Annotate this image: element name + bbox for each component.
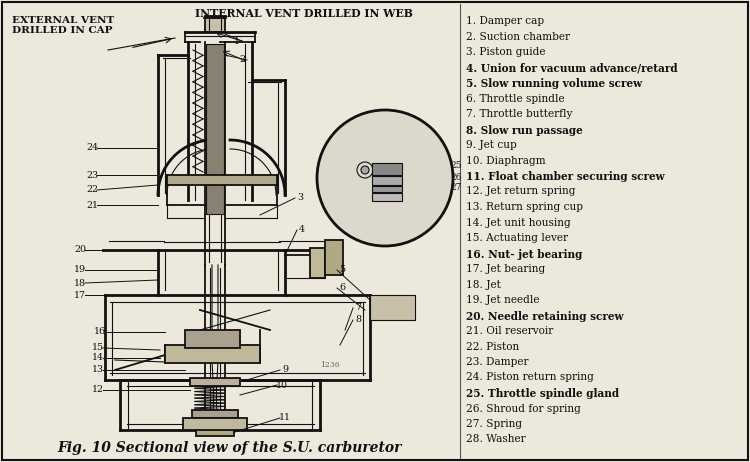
Text: 12. Jet return spring: 12. Jet return spring — [466, 187, 575, 196]
Text: 17. Jet bearing: 17. Jet bearing — [466, 264, 545, 274]
Text: 23: 23 — [86, 170, 98, 180]
FancyBboxPatch shape — [372, 163, 402, 175]
Text: 10. Diaphragm: 10. Diaphragm — [466, 156, 545, 165]
Text: 14: 14 — [92, 353, 104, 363]
FancyBboxPatch shape — [370, 295, 415, 320]
Text: 7: 7 — [355, 304, 361, 312]
Text: 22. Piston: 22. Piston — [466, 341, 519, 352]
Text: 24. Piston return spring: 24. Piston return spring — [466, 372, 594, 383]
Text: 25: 25 — [450, 160, 461, 170]
FancyBboxPatch shape — [165, 345, 260, 363]
Text: 5: 5 — [339, 266, 345, 274]
Text: 17: 17 — [74, 291, 86, 299]
FancyBboxPatch shape — [372, 193, 402, 201]
Text: 26: 26 — [450, 174, 461, 182]
Text: 8: 8 — [355, 316, 361, 324]
Text: 21: 21 — [86, 201, 98, 209]
Text: 24: 24 — [86, 144, 98, 152]
Text: 25. Throttle spindle gland: 25. Throttle spindle gland — [466, 388, 620, 399]
Text: 1. Damper cap: 1. Damper cap — [466, 16, 544, 26]
Text: 16: 16 — [94, 328, 106, 336]
Text: 19: 19 — [74, 266, 86, 274]
Text: INTERNAL VENT DRILLED IN WEB: INTERNAL VENT DRILLED IN WEB — [195, 8, 412, 19]
Text: 23. Damper: 23. Damper — [466, 357, 529, 367]
Text: 18: 18 — [74, 279, 86, 287]
Text: 5. Slow running volume screw: 5. Slow running volume screw — [466, 78, 642, 89]
FancyBboxPatch shape — [192, 410, 238, 418]
Text: 2: 2 — [239, 55, 245, 65]
Text: 14. Jet unit housing: 14. Jet unit housing — [466, 218, 571, 227]
Text: 13: 13 — [92, 365, 104, 375]
Text: 6. Throttle spindle: 6. Throttle spindle — [466, 93, 565, 103]
FancyBboxPatch shape — [310, 248, 325, 278]
Text: 15. Actuating lever: 15. Actuating lever — [466, 233, 568, 243]
Text: 21. Oil reservoir: 21. Oil reservoir — [466, 326, 554, 336]
FancyBboxPatch shape — [190, 378, 240, 386]
Text: 7. Throttle butterfly: 7. Throttle butterfly — [466, 109, 572, 119]
Text: 20: 20 — [74, 245, 86, 255]
Text: 9. Jet cup: 9. Jet cup — [466, 140, 517, 150]
FancyBboxPatch shape — [196, 426, 234, 436]
Circle shape — [361, 166, 369, 174]
Text: 19. Jet needle: 19. Jet needle — [466, 295, 539, 305]
Text: 3. Piston guide: 3. Piston guide — [466, 47, 545, 57]
Text: 4. Union for vacuum advance/retard: 4. Union for vacuum advance/retard — [466, 62, 678, 73]
FancyBboxPatch shape — [206, 44, 224, 214]
Text: 28. Washer: 28. Washer — [466, 434, 526, 444]
Text: 22: 22 — [86, 186, 98, 195]
Text: 11. Float chamber securing screw: 11. Float chamber securing screw — [466, 171, 664, 182]
Text: 1236: 1236 — [320, 361, 340, 369]
Text: 20. Needle retaining screw: 20. Needle retaining screw — [466, 310, 623, 322]
FancyBboxPatch shape — [372, 186, 402, 192]
Text: 18. Jet: 18. Jet — [466, 280, 501, 290]
Text: 11: 11 — [279, 413, 291, 423]
FancyBboxPatch shape — [183, 418, 247, 430]
FancyBboxPatch shape — [325, 240, 343, 275]
Text: 16. Nut- jet bearing: 16. Nut- jet bearing — [466, 249, 582, 260]
Text: 1: 1 — [234, 36, 240, 45]
Text: 27. Spring: 27. Spring — [466, 419, 522, 429]
Text: 10: 10 — [276, 381, 288, 389]
Text: 8. Slow run passage: 8. Slow run passage — [466, 124, 583, 135]
Text: 3: 3 — [297, 194, 303, 202]
Text: 15: 15 — [92, 344, 104, 353]
Text: 28: 28 — [374, 200, 386, 208]
Text: 26. Shroud for spring: 26. Shroud for spring — [466, 403, 580, 413]
Text: 12: 12 — [92, 385, 104, 395]
Text: 6: 6 — [339, 284, 345, 292]
Text: 27: 27 — [450, 183, 461, 193]
Circle shape — [317, 110, 453, 246]
Text: 13. Return spring cup: 13. Return spring cup — [466, 202, 583, 212]
Text: 4: 4 — [299, 225, 305, 235]
Text: 2. Suction chamber: 2. Suction chamber — [466, 31, 570, 42]
FancyBboxPatch shape — [205, 18, 225, 32]
FancyBboxPatch shape — [167, 175, 277, 185]
Text: 9: 9 — [282, 365, 288, 375]
FancyBboxPatch shape — [372, 176, 402, 185]
Text: Fig. 10 Sectional view of the S.U. carburetor: Fig. 10 Sectional view of the S.U. carbu… — [58, 441, 402, 455]
Text: EXTERNAL VENT
DRILLED IN CAP: EXTERNAL VENT DRILLED IN CAP — [12, 16, 114, 36]
FancyBboxPatch shape — [185, 330, 240, 348]
